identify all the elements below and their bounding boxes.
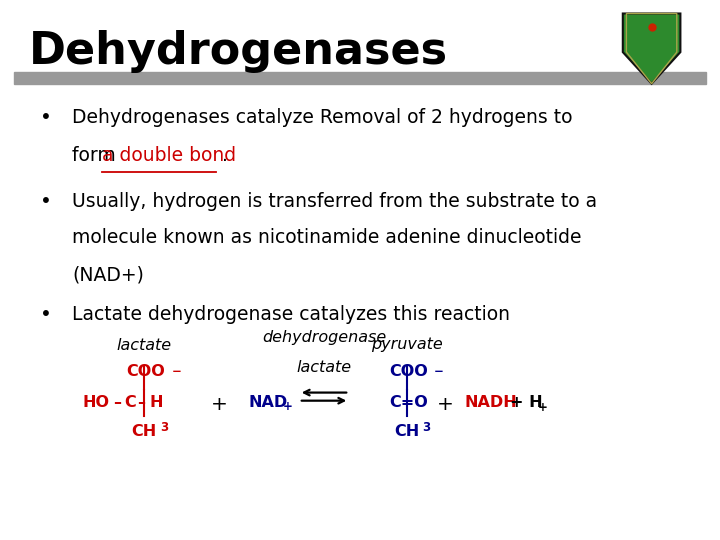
- Text: •: •: [40, 108, 51, 127]
- Text: +: +: [538, 401, 548, 414]
- Text: dehydrogenase: dehydrogenase: [262, 330, 386, 346]
- Text: 3: 3: [160, 421, 168, 434]
- Text: −: −: [434, 364, 444, 377]
- Text: NADH: NADH: [464, 395, 517, 410]
- Text: •: •: [40, 305, 51, 324]
- Text: CH: CH: [131, 424, 156, 439]
- Text: pyruvate: pyruvate: [371, 338, 443, 353]
- Text: Lactate dehydrogenase catalyzes this reaction: Lactate dehydrogenase catalyzes this rea…: [72, 305, 510, 324]
- Text: 3: 3: [423, 421, 431, 434]
- Text: + H: + H: [510, 395, 542, 410]
- Polygon shape: [623, 14, 680, 84]
- Text: a double bond: a double bond: [102, 146, 236, 165]
- Text: COO: COO: [126, 364, 165, 380]
- Text: lactate: lactate: [117, 338, 171, 353]
- Text: Usually, hydrogen is transferred from the substrate to a: Usually, hydrogen is transferred from th…: [72, 192, 597, 211]
- Text: lactate: lactate: [297, 360, 351, 375]
- Text: C=O: C=O: [389, 395, 428, 410]
- Text: .: .: [216, 146, 228, 165]
- Text: Dehydrogenases catalyze Removal of 2 hydrogens to: Dehydrogenases catalyze Removal of 2 hyd…: [72, 108, 572, 127]
- Text: –: –: [113, 395, 121, 410]
- Text: Dehydrogenases: Dehydrogenases: [29, 30, 448, 73]
- Text: C: C: [125, 395, 136, 410]
- Text: H: H: [149, 395, 163, 410]
- Text: NAD: NAD: [248, 395, 288, 410]
- Text: molecule known as nicotinamide adenine dinucleotide: molecule known as nicotinamide adenine d…: [72, 228, 582, 247]
- Text: –: –: [138, 395, 145, 410]
- Text: (NAD+): (NAD+): [72, 265, 144, 284]
- Text: −: −: [171, 364, 181, 377]
- Text: •: •: [40, 192, 51, 211]
- Text: CH: CH: [394, 424, 419, 439]
- Text: HO: HO: [83, 395, 109, 410]
- Text: +: +: [436, 395, 454, 414]
- Text: COO: COO: [389, 364, 428, 380]
- Text: +: +: [211, 395, 228, 414]
- Text: form: form: [72, 146, 122, 165]
- Bar: [14, 72, 706, 84]
- Text: +: +: [283, 400, 293, 413]
